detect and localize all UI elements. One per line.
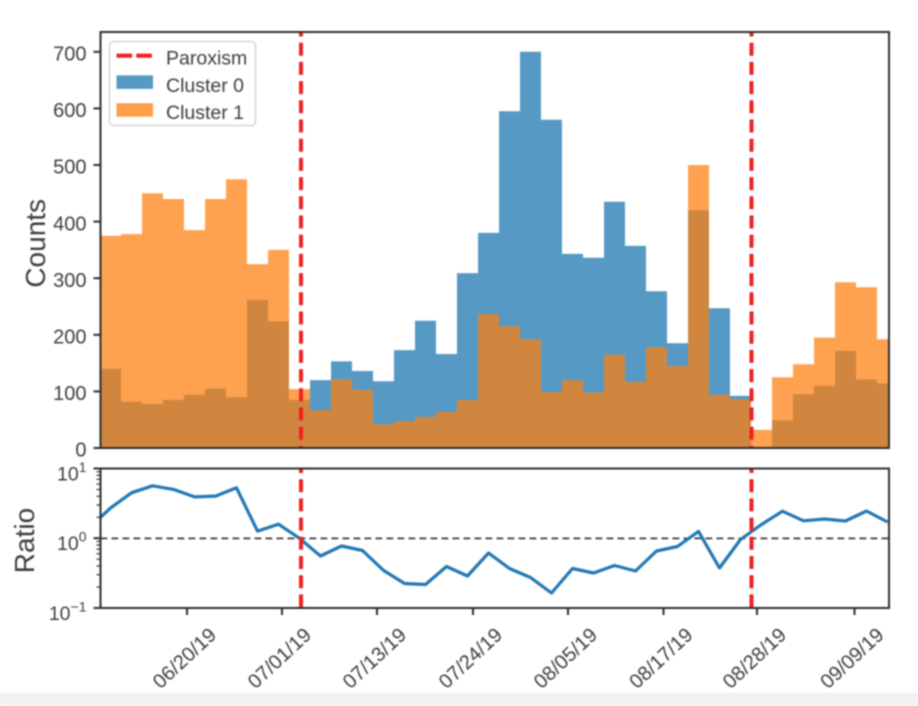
svg-text:100: 100 <box>53 383 86 405</box>
svg-text:700: 700 <box>53 44 86 66</box>
svg-text:600: 600 <box>53 100 86 122</box>
svg-text:400: 400 <box>53 213 86 235</box>
svg-text:Paroxism: Paroxism <box>166 48 247 70</box>
svg-text:200: 200 <box>53 327 86 349</box>
svg-text:10−1: 10−1 <box>49 599 87 625</box>
svg-text:0: 0 <box>75 440 86 462</box>
svg-text:Cluster 0: Cluster 0 <box>166 75 244 97</box>
svg-text:Counts: Counts <box>20 199 51 288</box>
svg-text:Cluster 1: Cluster 1 <box>166 102 244 124</box>
svg-text:500: 500 <box>53 157 86 179</box>
svg-text:101: 101 <box>57 459 87 485</box>
svg-text:100: 100 <box>57 529 87 555</box>
svg-text:Ratio: Ratio <box>9 508 40 573</box>
svg-text:300: 300 <box>53 270 86 292</box>
